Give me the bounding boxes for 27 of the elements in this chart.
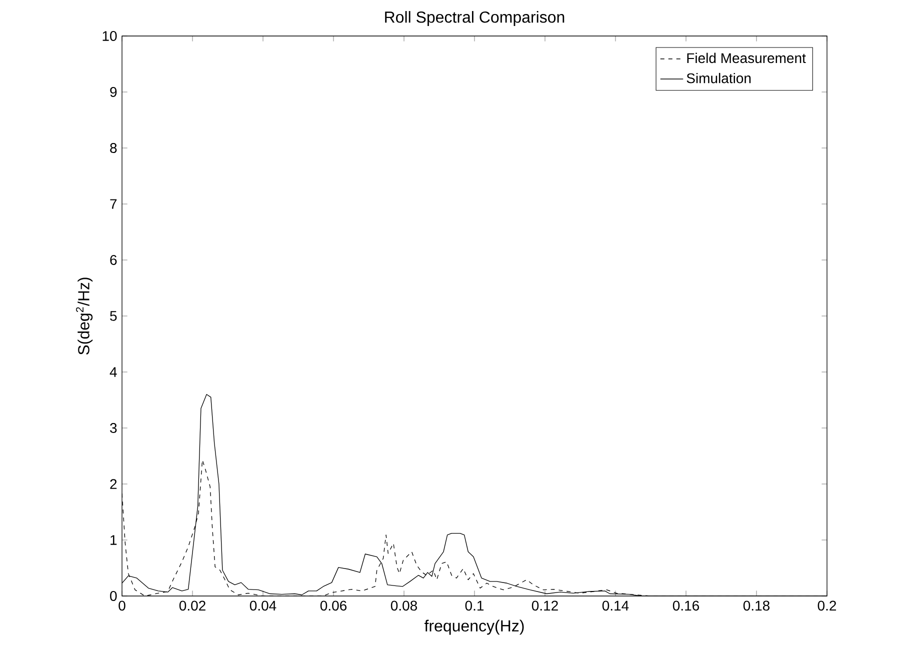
y-tick-label: 7 — [110, 199, 117, 209]
x-tick-label: 0.14 — [602, 600, 629, 611]
legend-label: Simulation — [686, 72, 751, 84]
y-tick-label: 0 — [110, 591, 117, 601]
y-tick-label: 1 — [110, 535, 117, 545]
x-tick-label: 0.1 — [465, 600, 484, 611]
legend-label: Field Measurement — [687, 52, 806, 64]
x-tick-label: 0.08 — [390, 600, 418, 611]
x-tick-label: 0.18 — [743, 600, 770, 611]
y-tick-label: 10 — [102, 31, 117, 41]
y-tick-label: 9 — [110, 87, 117, 97]
x-tick-label: 0.12 — [532, 600, 558, 611]
y-tick-label: 5 — [110, 311, 117, 321]
x-tick-label: 0.02 — [179, 600, 206, 611]
x-tick-label: 0.04 — [250, 600, 276, 611]
y-tick-label: 3 — [110, 423, 117, 433]
y-tick-label: 4 — [110, 367, 117, 377]
x-tick-label: 0.16 — [672, 600, 700, 611]
y-tick-label: 8 — [110, 143, 117, 153]
x-tick-label: 0.2 — [818, 600, 836, 611]
chart-title: Roll Spectral Comparison — [385, 11, 564, 26]
x-tick-label: 0 — [118, 600, 126, 611]
y-tick-label: 2 — [110, 479, 117, 489]
x-tick-label: 0.06 — [320, 600, 347, 611]
x-axis-title: frequency(Hz) — [424, 620, 524, 635]
y-tick-label: 6 — [110, 255, 117, 265]
y-axis-title: S(deg$^{2}$/Hz) — [76, 278, 93, 355]
